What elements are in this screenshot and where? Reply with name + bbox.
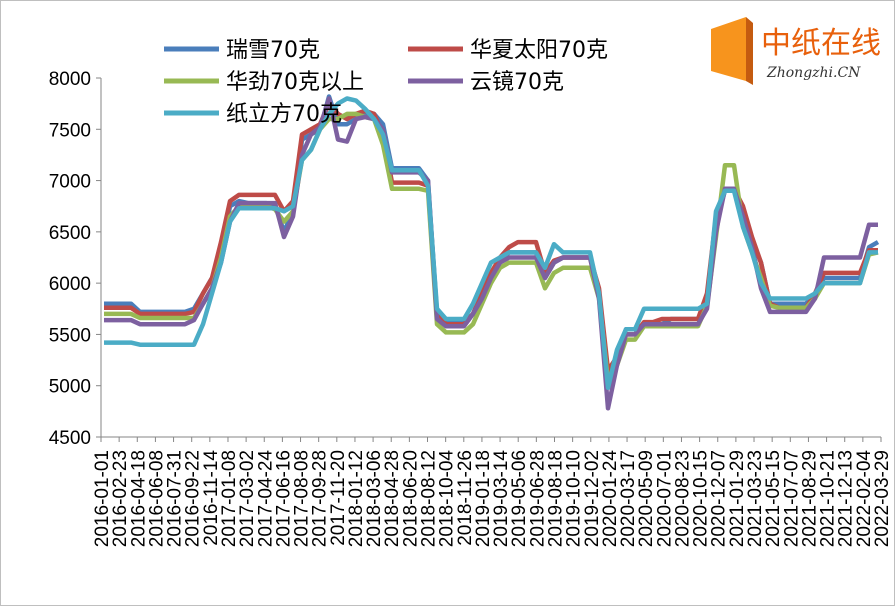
x-tick-label: 2017-01-08: [219, 450, 240, 547]
y-tick-label: 7500: [49, 120, 91, 141]
logo-chinese-text: 中纸在线: [761, 26, 881, 61]
legend-label: 华夏太阳70克: [470, 38, 608, 63]
x-tick-label: 2018-11-26: [455, 450, 476, 546]
x-tick-label: 2016-06-08: [146, 450, 167, 547]
x-tick-label: 2019-01-18: [473, 450, 494, 547]
logo-emblem-shade: [746, 17, 753, 85]
y-tick-label: 6000: [49, 274, 91, 295]
x-tick-label: 2020-08-23: [672, 450, 693, 547]
series-line-4: [104, 96, 878, 391]
y-tick-label: 7000: [49, 172, 91, 193]
x-tick-label: 2020-07-01: [654, 450, 675, 547]
x-tick-label: 2019-06-28: [527, 450, 548, 547]
zhongzhi-logo: 中纸在线 Zhongzhi.CN: [711, 17, 881, 85]
series-line-1: [104, 101, 878, 373]
y-tick-label: 5500: [49, 325, 91, 346]
x-tick-label: 2020-12-07: [709, 450, 730, 547]
x-tick-label: 2018-03-06: [364, 450, 385, 547]
x-tick-label: 2021-10-21: [818, 450, 839, 547]
x-tick-label: 2018-01-12: [346, 450, 367, 547]
x-tick-label: 2017-09-28: [310, 450, 331, 547]
x-tick-label: 2019-03-14: [491, 450, 512, 548]
legend-label: 纸立方70克: [226, 102, 342, 127]
x-tick-label: 2019-12-02: [582, 450, 603, 547]
y-tick-label: 8000: [49, 69, 91, 90]
x-tick-label: 2017-08-08: [292, 450, 313, 547]
x-tick-label: 2016-01-01: [92, 450, 113, 547]
legend-label: 云镜70克: [470, 70, 564, 95]
x-tick-label: 2018-10-04: [437, 450, 458, 548]
logo-emblem-shape: [711, 17, 746, 81]
x-tick-label: 2022-03-29: [872, 450, 893, 547]
x-tick-label: 2017-03-02: [237, 450, 258, 547]
x-tick-label: 2020-01-24: [600, 450, 621, 548]
x-tick-label: 2019-08-18: [545, 450, 566, 547]
legend-label: 瑞雪70克: [226, 38, 320, 63]
x-tick-label: 2021-12-13: [836, 450, 857, 547]
x-tick-label: 2021-07-07: [781, 450, 802, 547]
x-tick-label: 2017-11-20: [328, 450, 349, 546]
x-tick-label: 2021-08-29: [799, 450, 820, 547]
legend-label: 华劲70克以上: [226, 70, 364, 95]
x-tick-label: 2021-03-23: [745, 450, 766, 547]
x-tick-label: 2017-06-16: [273, 450, 294, 547]
y-tick-label: 5000: [49, 377, 91, 398]
x-tick-label: 2016-02-23: [110, 450, 131, 547]
x-tick-label: 2020-10-15: [691, 450, 712, 547]
x-tick-label: 2020-05-09: [636, 450, 657, 547]
axes: [100, 78, 881, 438]
x-tick-labels: 2016-01-012016-02-232016-04-182016-06-08…: [92, 437, 893, 547]
x-tick-label: 2019-10-10: [564, 450, 585, 547]
x-tick-label: 2018-08-12: [419, 450, 440, 547]
x-tick-label: 2016-04-18: [128, 450, 149, 547]
x-tick-label: 2016-07-31: [165, 450, 186, 547]
x-tick-label: 2020-03-17: [618, 450, 639, 547]
x-tick-label: 2018-04-28: [382, 450, 403, 547]
x-tick-label: 2021-05-15: [763, 450, 784, 547]
x-tick-label: 2016-11-14: [201, 450, 222, 546]
y-tick-label: 6500: [49, 223, 91, 244]
y-tick-label: 4500: [49, 428, 91, 449]
x-tick-label: 2016-09-22: [183, 450, 204, 547]
x-tick-label: 2021-01-29: [727, 450, 748, 547]
x-tick-label: 2018-06-20: [400, 450, 421, 547]
series-lines: [104, 94, 880, 411]
x-tick-label: 2022-02-04: [854, 450, 875, 548]
logo-english-text: Zhongzhi.CN: [766, 65, 861, 81]
x-tick-label: 2017-04-24: [255, 450, 276, 548]
x-tick-label: 2019-05-06: [509, 450, 530, 547]
y-tick-labels: 4500 5000 5500 6000 6500 7000 7500 8000: [49, 69, 101, 449]
